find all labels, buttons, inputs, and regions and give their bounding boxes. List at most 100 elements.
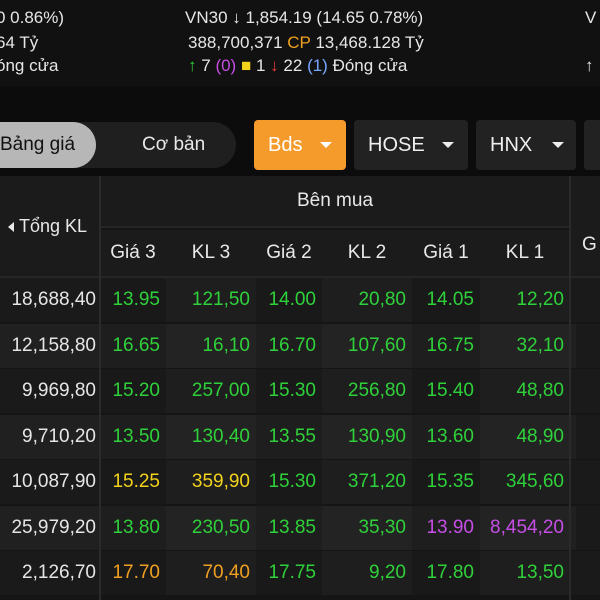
cell-right-partial	[576, 460, 600, 504]
cell-gia-3: 17.70	[100, 551, 166, 595]
cell-gia-1: 17.80	[412, 551, 480, 595]
cell-gia-1: 14.05	[412, 278, 480, 322]
table-row[interactable]: 9,969,80 15.20 257,00 15.30 256,80 15.40 48,80	[0, 369, 600, 413]
left-index-value: 64 Tỷ	[0, 33, 39, 52]
header-gia-1[interactable]: Giá 1	[412, 230, 480, 276]
vn30-status: Đóng cửa	[332, 56, 408, 75]
vn30-index: 1,854.19	[245, 8, 312, 27]
cell-total-volume: 18,688,40	[11, 289, 96, 310]
cell-kl-2: 371,20	[322, 460, 412, 504]
divider	[0, 276, 600, 278]
cell-kl-3: 257,00	[166, 369, 256, 413]
vn30-down-floor: (1)	[307, 56, 328, 75]
view-segment-control: Bảng giá Cơ bản	[0, 122, 236, 168]
cell-kl-2: 35,30	[322, 505, 412, 550]
tab-co-ban[interactable]: Cơ bản	[142, 134, 206, 155]
header-right-partial: G	[570, 176, 600, 276]
table-row[interactable]: 10,087,90 15.25 359,90 15.30 371,20 15.35 345,…	[0, 460, 600, 504]
cell-kl-3: 359,90	[166, 460, 256, 504]
cell-gia-2: 14.00	[256, 278, 322, 322]
cell-kl-1: 8,454,20	[480, 505, 570, 550]
cell-kl-3: 16,10	[166, 323, 256, 368]
divider	[100, 226, 570, 228]
vn30-volume-line: 388,700,371 CP 13,468.128 Tỷ	[188, 33, 424, 53]
right-index-partial: V	[585, 8, 597, 27]
hose-dropdown-label: HOSE	[368, 134, 425, 156]
vn30-unit: Tỷ	[404, 33, 424, 52]
header-right-partial-label: G	[582, 234, 597, 255]
header-total-volume-label: Tổng KL	[19, 216, 88, 236]
cell-gia-2: 16.70	[256, 323, 322, 368]
cell-kl-3: 130,40	[166, 414, 256, 459]
up-arrow-icon: ↑	[585, 56, 594, 75]
cell-gia-3: 13.95	[100, 278, 166, 322]
hose-dropdown[interactable]: HOSE	[354, 120, 468, 170]
cell-kl-1: 48,80	[480, 369, 570, 413]
cell-total-volume: 9,710,20	[22, 425, 96, 447]
market-summary: 0 0.86%) 64 Tỷ óng cửa VN30 ↓ 1,854.19 (…	[0, 0, 600, 86]
up-arrow-icon: ↑	[188, 56, 197, 75]
cell-kl-3: 70,40	[166, 551, 256, 595]
price-board-table: Tổng KL Bên mua G Giá 3 KL 3 Giá 2 KL 2 …	[0, 176, 600, 600]
vn30-up-ceiling: (0)	[215, 56, 237, 75]
hnx-dropdown-label: HNX	[490, 134, 533, 156]
header-gia-2[interactable]: Giá 2	[256, 230, 322, 276]
left-index-status: óng cửa	[0, 56, 59, 75]
vn30-name: VN30	[185, 8, 228, 27]
sector-dropdown-label: Bds	[268, 134, 303, 156]
cell-gia-2: 15.30	[256, 460, 322, 504]
cell-gia-3: 15.25	[100, 460, 166, 504]
tab-bang-gia[interactable]: Bảng giá	[0, 134, 76, 155]
vn30-ref-count: 1	[255, 56, 266, 75]
cell-right-partial	[576, 369, 600, 413]
vn30-change: (14.65 0.78%)	[316, 8, 424, 27]
table-row[interactable]: 25,979,20 13.80 230,50 13.85 35,30 13.90 8,454…	[0, 505, 600, 550]
vn30-cp-label: CP	[287, 33, 311, 52]
cell-kl-3: 121,50	[166, 278, 256, 322]
cell-total-volume: 10,087,90	[11, 471, 96, 492]
cell-right-partial	[576, 414, 600, 459]
chevron-down-icon	[320, 142, 332, 148]
divider	[569, 176, 571, 600]
hnx-dropdown[interactable]: HNX	[476, 120, 576, 170]
cell-kl-2: 256,80	[322, 369, 412, 413]
cell-gia-3: 16.65	[100, 323, 166, 368]
sort-left-icon	[8, 222, 14, 233]
cell-kl-1: 48,90	[480, 414, 570, 459]
header-kl-3[interactable]: KL 3	[166, 230, 256, 276]
cell-gia-1: 15.35	[412, 460, 480, 504]
cell-total-volume: 25,979,20	[11, 516, 96, 538]
header-gia-3[interactable]: Giá 3	[100, 230, 166, 276]
segment-active-pill	[0, 122, 96, 168]
cell-kl-1: 32,10	[480, 323, 570, 368]
cell-kl-3: 230,50	[166, 505, 256, 550]
divider	[99, 176, 101, 600]
vn30-down-count: 22	[283, 56, 303, 75]
cell-total-volume: 2,126,70	[22, 562, 96, 583]
vn30-line[interactable]: VN30 ↓ 1,854.19 (14.65 0.78%)	[185, 8, 423, 28]
down-arrow-icon: ↓	[270, 56, 279, 75]
header-kl-2[interactable]: KL 2	[322, 230, 412, 276]
square-icon: ■	[240, 56, 252, 75]
cell-kl-2: 130,90	[322, 414, 412, 459]
table-row[interactable]: 12,158,80 16.65 16,10 16.70 107,60 16.75 32,10	[0, 323, 600, 368]
chevron-down-icon	[552, 142, 564, 148]
sector-dropdown[interactable]: Bds	[254, 120, 346, 170]
header-kl-1[interactable]: KL 1	[480, 230, 570, 276]
vn30-volume: 388,700,371	[188, 33, 283, 52]
table-row[interactable]: 2,126,70 17.70 70,40 17.75 9,20 17.80 13,50	[0, 551, 600, 595]
cell-total-volume: 12,158,80	[11, 334, 96, 356]
more-dropdown[interactable]	[584, 120, 600, 170]
cell-gia-3: 15.20	[100, 369, 166, 413]
table-row[interactable]: 9,710,20 13.50 130,40 13.55 130,90 13.60 48,90	[0, 414, 600, 459]
cell-kl-2: 9,20	[322, 551, 412, 595]
header-total-volume[interactable]: Tổng KL	[0, 176, 100, 276]
cell-gia-2: 15.30	[256, 369, 322, 413]
table-row[interactable]: 18,688,40 13.95 121,50 14.00 20,80 14.05 12,20	[0, 278, 600, 322]
cell-total-volume: 9,969,80	[22, 380, 96, 401]
cell-gia-1: 15.40	[412, 369, 480, 413]
cell-kl-1: 12,20	[480, 278, 570, 322]
cell-gia-2: 17.75	[256, 551, 322, 595]
cell-right-partial	[576, 551, 600, 595]
header-buy-side: Bên mua	[100, 176, 570, 226]
